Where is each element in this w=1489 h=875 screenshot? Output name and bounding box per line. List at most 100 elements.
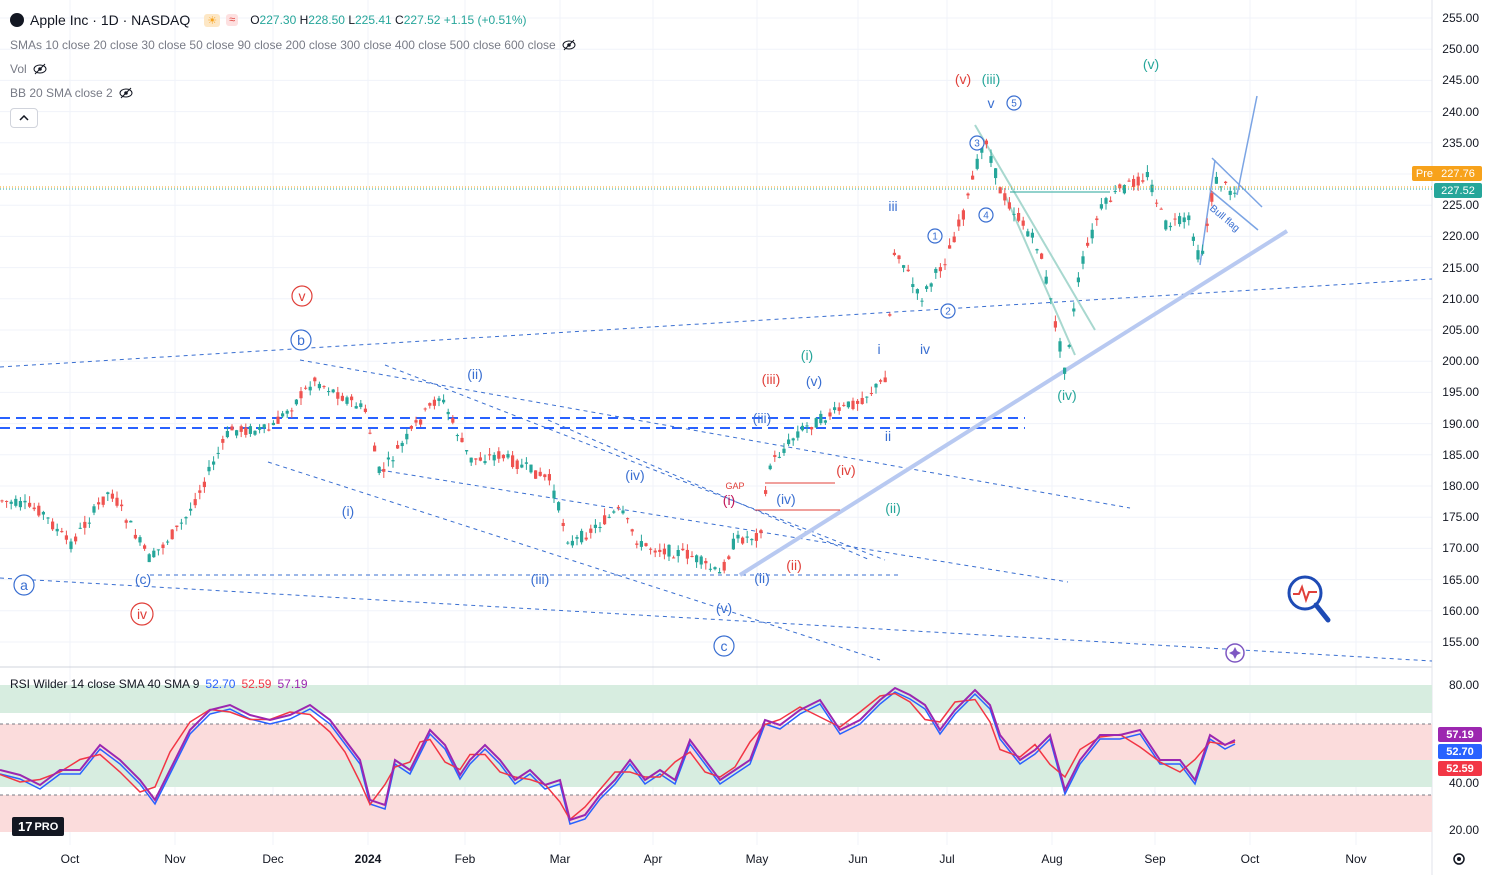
trendlines[interactable] [0,278,1433,662]
rsi-sma-slow-tag: 52.70 [1438,744,1482,759]
wave-label[interactable]: 2 [940,303,956,319]
wave-label[interactable]: (v) [1143,56,1159,72]
wave-label[interactable]: (c) [135,571,151,587]
wave-label[interactable]: c [713,635,735,657]
candle-body [989,156,993,163]
symbol-legend[interactable]: Apple Inc · 1D · NASDAQ ☀ ≈ O227.30 H228… [10,12,527,28]
candle-body [869,393,873,395]
rsi-sma-slow-line[interactable] [0,691,1236,825]
wave-label[interactable]: 1 [927,228,943,244]
rsi-line[interactable] [0,686,1236,822]
bb-legend[interactable]: BB 20 SMA close 2 [10,86,133,100]
sun-session-icon[interactable]: ☀ [204,13,221,27]
candle-body [147,554,151,563]
time-axis-tick: Feb [454,852,476,866]
rsi-legend[interactable]: RSI Wilder 14 close SMA 40 SMA 9 52.70 5… [10,677,308,691]
rsi-label[interactable]: RSI Wilder 14 close SMA 40 SMA 9 [10,677,200,691]
wave-label[interactable]: (iv) [776,491,795,507]
sma-legend[interactable]: SMAs 10 close 20 close 30 close 50 close… [10,38,576,52]
eye-off-icon[interactable] [562,38,576,52]
vol-legend[interactable]: Vol [10,62,47,76]
rsi-sma-fast-tag: 52.59 [1438,761,1482,776]
wave-label[interactable]: (ii) [885,500,901,516]
wave-label[interactable]: (v) [955,71,971,87]
wave-label[interactable]: GAP [725,481,744,491]
collapse-legend-button[interactable] [10,108,38,128]
wave-label[interactable]: ii [885,428,891,444]
candle-body [161,544,165,549]
wave-label[interactable]: 4 [978,207,994,223]
time-axis-tick: Jul [939,852,955,866]
sma-label[interactable]: SMAs 10 close 20 close 30 close 50 close… [10,38,556,52]
rsi-axis-tick: 40.00 [1448,776,1479,790]
bull-flag-lines[interactable] [1199,95,1263,266]
wave-label[interactable]: (iii) [531,571,550,587]
wave-label[interactable]: v [988,95,995,111]
wave-status-icon[interactable]: ≈ [226,14,239,26]
candle-body [524,462,528,464]
wave-label[interactable]: (i) [723,492,735,508]
candle-body [534,470,538,479]
wave-label[interactable]: (iv) [625,467,644,483]
wave-label[interactable]: (i) [342,503,354,519]
wave-label-text: (iii) [982,71,1001,87]
wave-label[interactable]: (ii) [467,366,483,382]
wave-label[interactable]: a [13,574,35,596]
wave-label[interactable]: (ii) [786,557,802,573]
trendline-down-channel-a[interactable] [974,124,1096,331]
candle-body [184,517,188,519]
wave-label[interactable]: (iii) [982,71,1001,87]
candle-body [593,524,597,528]
candle-body [469,457,473,463]
wave-label[interactable]: 5 [1006,95,1022,111]
trendline-down-channel-b[interactable] [1004,194,1076,356]
flag-marker-icon[interactable] [1225,643,1245,663]
wave-label[interactable]: (iii) [762,371,781,387]
candle-body [409,425,413,429]
wave-label[interactable]: Bull flag [1207,203,1241,234]
candlestick-series[interactable] [0,138,1237,574]
candle-body [74,536,78,542]
wave-label[interactable]: (i) [801,347,813,363]
magnifier-pulse-icon[interactable] [1287,575,1331,623]
candle-body [865,396,869,398]
candle-body [1228,190,1232,195]
wave-label[interactable]: (v) [716,600,732,616]
wave-label[interactable]: i [877,341,880,357]
eye-off-icon[interactable] [33,62,47,76]
wave-label[interactable]: 3 [969,135,985,151]
vol-label[interactable]: Vol [10,62,27,76]
wave-label-text: i [877,341,880,357]
elliott-wave-labels[interactable]: a (c)ivvb(i)(ii)(iii)(iv)(v)c(i)GAP(iv)(i… [13,56,1242,657]
tradingview-logo[interactable]: 17 PRO [12,817,65,836]
trendline-major-support[interactable] [738,229,1289,577]
candle-body [731,538,735,550]
wave-label[interactable]: (iv) [836,462,855,478]
grid-lines [0,0,1432,845]
wave-label[interactable]: iv [130,602,154,626]
wave-label[interactable]: (iii) [753,410,772,426]
wave-label[interactable]: (v) [806,373,822,389]
candle-body [189,508,193,511]
wave-label[interactable]: b [290,329,312,351]
rsi-sma-fast-line[interactable] [0,692,1236,821]
candle-body [745,536,749,538]
candle-body [28,502,32,507]
wave-label[interactable]: (iv) [1057,387,1076,403]
candle-body [124,520,128,523]
candle-body [685,549,689,559]
eye-off-icon[interactable] [119,86,133,100]
bb-label[interactable]: BB 20 SMA close 2 [10,86,113,100]
wave-label[interactable]: v [291,285,313,307]
wave-label[interactable]: iv [920,341,930,357]
symbol-title[interactable]: Apple Inc · 1D · NASDAQ [30,12,191,28]
rsi-series[interactable] [0,686,1236,825]
wave-label[interactable]: (ii) [754,570,770,586]
settings-icon[interactable] [1453,853,1465,865]
candle-body [791,438,795,441]
candle-body [842,404,846,406]
candle-body [782,448,786,453]
candle-body [1233,192,1237,194]
wave-label[interactable]: iii [888,198,897,214]
